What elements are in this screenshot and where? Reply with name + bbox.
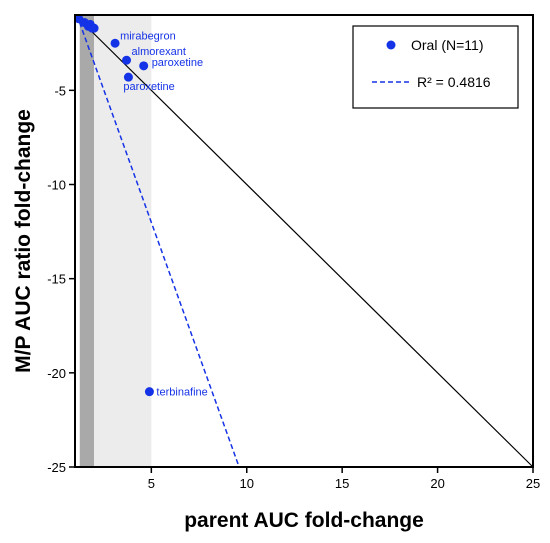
shaded-region-2 [94, 15, 152, 467]
y-tick-label--25: -25 [47, 460, 66, 475]
point-label-11: terbinafine [156, 387, 207, 399]
data-point-7 [110, 38, 120, 48]
plot-frame [74, 14, 534, 468]
legend-marker-oral [386, 40, 396, 50]
data-point-6 [89, 23, 99, 33]
regression-line [76, 14, 240, 468]
shaded-regions [79, 15, 152, 467]
x-tick-label-15: 15 [335, 476, 349, 491]
y-tick-label--15: -15 [47, 272, 66, 287]
point-label-7: mirabegron [120, 30, 176, 42]
x-axis-title: parent AUC fold-change [184, 509, 424, 532]
reference-lines [74, 14, 534, 468]
legend: Oral (N=11) R² = 0.4816 [352, 25, 519, 109]
data-point-11 [144, 387, 154, 397]
identity-line [74, 14, 534, 468]
y-axis-title: M/P AUC ratio fold-change [12, 109, 35, 373]
x-tick-label-20: 20 [430, 476, 444, 491]
y-tick-label--10: -10 [47, 178, 66, 193]
y-tick-label--20: -20 [47, 366, 66, 381]
point-label-8: almorexant [132, 46, 186, 58]
data-point-10 [123, 72, 133, 82]
x-tick-label-10: 10 [240, 476, 254, 491]
axis-ticks: 5 10 15 20 25 -5 -10 -15 -20 -25 [47, 83, 540, 491]
data-point-9 [139, 61, 149, 71]
shaded-region-1 [79, 15, 95, 467]
x-tick-label-5: 5 [148, 476, 155, 491]
x-tick-label-25: 25 [526, 476, 540, 491]
point-label-9: paroxetine [152, 57, 203, 69]
legend-label-oral: Oral (N=11) [411, 37, 483, 53]
data-point-8 [122, 55, 132, 65]
legend-label-regression: R² = 0.4816 [417, 74, 491, 90]
point-label-10: paroxetine [123, 81, 174, 93]
legend-box [352, 25, 519, 109]
data-points: mirabegronalmorexantparoxetineparoxetine… [74, 14, 208, 399]
y-tick-label--5: -5 [54, 83, 66, 98]
